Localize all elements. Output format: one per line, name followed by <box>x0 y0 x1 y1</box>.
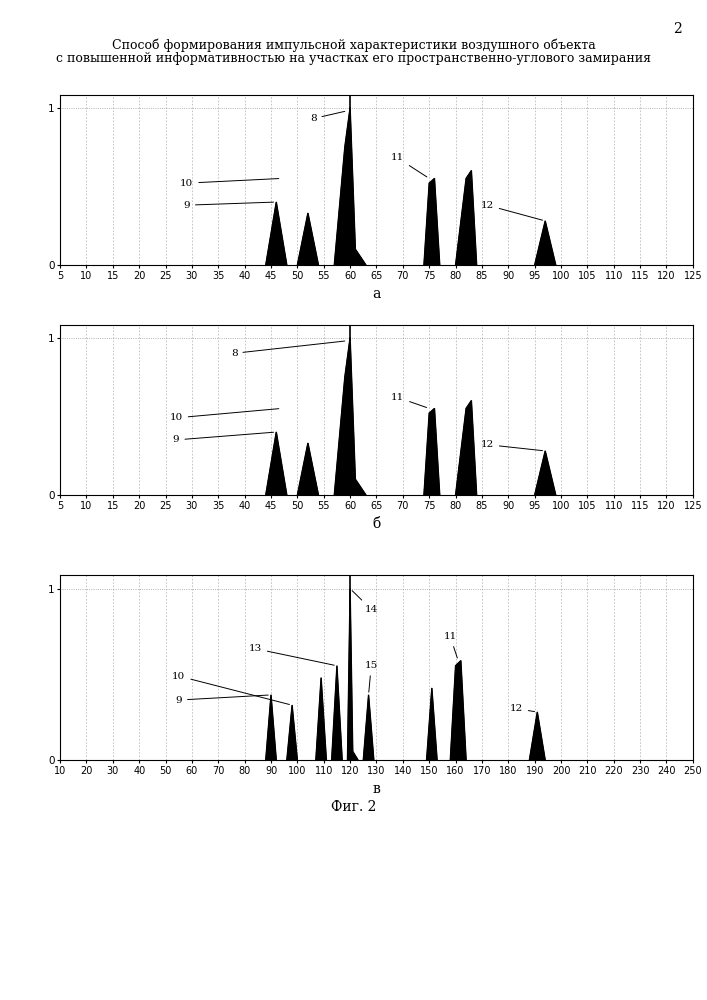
Text: 11: 11 <box>444 632 457 658</box>
Text: с повышенной информативностью на участках его пространственно-углового замирания: с повышенной информативностью на участка… <box>56 52 651 65</box>
Text: 10: 10 <box>172 672 289 704</box>
Polygon shape <box>455 401 477 495</box>
Text: Способ формирования импульсной характеристики воздушного объекта: Способ формирования импульсной характери… <box>112 38 595 51</box>
Text: 8: 8 <box>310 111 345 123</box>
Polygon shape <box>334 338 366 495</box>
Polygon shape <box>534 451 556 495</box>
Polygon shape <box>298 443 318 495</box>
Text: 9: 9 <box>175 695 268 705</box>
Polygon shape <box>316 678 327 760</box>
Polygon shape <box>426 688 437 760</box>
Polygon shape <box>450 661 466 760</box>
Polygon shape <box>455 171 477 265</box>
Polygon shape <box>266 202 287 265</box>
Text: в: в <box>373 782 380 796</box>
Text: б: б <box>373 517 380 531</box>
Text: 11: 11 <box>391 153 427 177</box>
Polygon shape <box>266 432 287 495</box>
Text: 9: 9 <box>173 432 274 444</box>
Text: 13: 13 <box>249 644 334 665</box>
Text: 12: 12 <box>481 440 542 451</box>
Text: 10: 10 <box>170 409 279 422</box>
Text: 2: 2 <box>674 22 682 36</box>
Text: Фиг. 2: Фиг. 2 <box>331 800 376 814</box>
Polygon shape <box>266 695 276 760</box>
Text: 11: 11 <box>391 393 426 408</box>
Text: 12: 12 <box>481 201 542 220</box>
Polygon shape <box>534 221 556 265</box>
Polygon shape <box>334 108 366 265</box>
Polygon shape <box>424 178 440 265</box>
Polygon shape <box>424 408 440 495</box>
Text: 10: 10 <box>180 179 279 188</box>
Polygon shape <box>287 705 298 760</box>
Polygon shape <box>298 213 318 265</box>
Polygon shape <box>332 666 342 760</box>
Text: 15: 15 <box>365 661 378 692</box>
Polygon shape <box>347 589 358 760</box>
Text: 8: 8 <box>230 341 345 358</box>
Text: 14: 14 <box>352 591 378 614</box>
Polygon shape <box>530 712 545 760</box>
Text: 12: 12 <box>510 704 534 713</box>
Polygon shape <box>363 695 374 760</box>
Text: а: а <box>373 287 380 301</box>
Text: 9: 9 <box>183 201 274 210</box>
